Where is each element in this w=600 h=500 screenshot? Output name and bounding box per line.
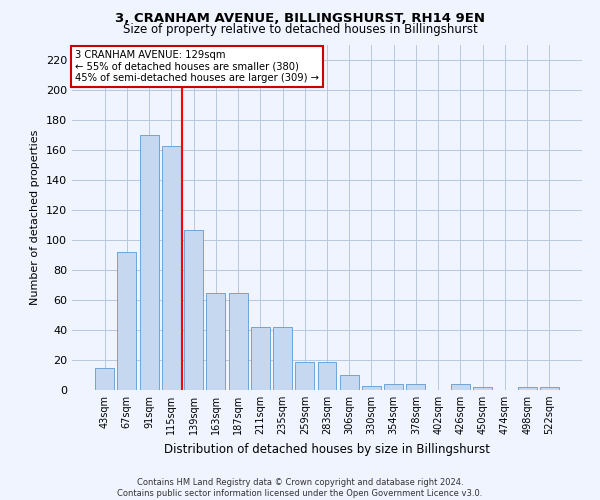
Bar bbox=[229, 292, 248, 390]
Y-axis label: Number of detached properties: Number of detached properties bbox=[31, 130, 40, 305]
Bar bbox=[162, 146, 181, 390]
Bar bbox=[317, 362, 337, 390]
X-axis label: Distribution of detached houses by size in Billingshurst: Distribution of detached houses by size … bbox=[164, 442, 490, 456]
Text: Size of property relative to detached houses in Billingshurst: Size of property relative to detached ho… bbox=[122, 22, 478, 36]
Bar bbox=[340, 375, 359, 390]
Bar bbox=[406, 384, 425, 390]
Bar bbox=[206, 292, 225, 390]
Bar bbox=[384, 384, 403, 390]
Bar bbox=[362, 386, 381, 390]
Bar bbox=[95, 368, 114, 390]
Bar bbox=[518, 387, 536, 390]
Bar bbox=[118, 252, 136, 390]
Bar bbox=[451, 384, 470, 390]
Bar bbox=[473, 387, 492, 390]
Bar bbox=[251, 327, 270, 390]
Text: 3 CRANHAM AVENUE: 129sqm
← 55% of detached houses are smaller (380)
45% of semi-: 3 CRANHAM AVENUE: 129sqm ← 55% of detach… bbox=[74, 50, 319, 84]
Text: 3, CRANHAM AVENUE, BILLINGSHURST, RH14 9EN: 3, CRANHAM AVENUE, BILLINGSHURST, RH14 9… bbox=[115, 12, 485, 26]
Bar bbox=[295, 362, 314, 390]
Bar bbox=[140, 135, 158, 390]
Text: Contains HM Land Registry data © Crown copyright and database right 2024.
Contai: Contains HM Land Registry data © Crown c… bbox=[118, 478, 482, 498]
Bar bbox=[273, 327, 292, 390]
Bar bbox=[184, 230, 203, 390]
Bar bbox=[540, 387, 559, 390]
